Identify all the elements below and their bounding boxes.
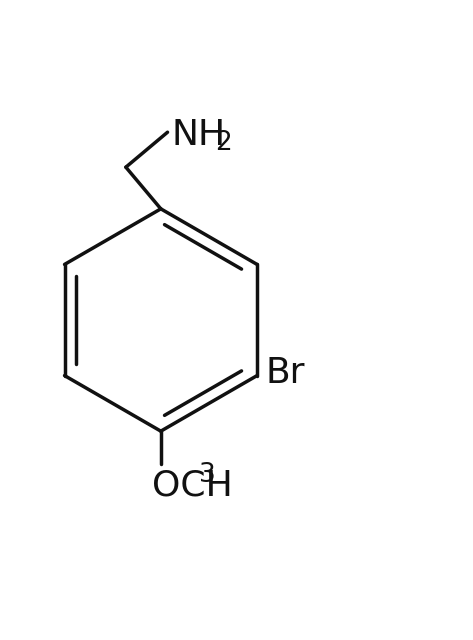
Text: OCH: OCH	[152, 468, 233, 502]
Text: 3: 3	[199, 462, 215, 488]
Text: Br: Br	[266, 356, 305, 390]
Text: NH: NH	[171, 118, 226, 152]
Text: 2: 2	[215, 130, 232, 156]
